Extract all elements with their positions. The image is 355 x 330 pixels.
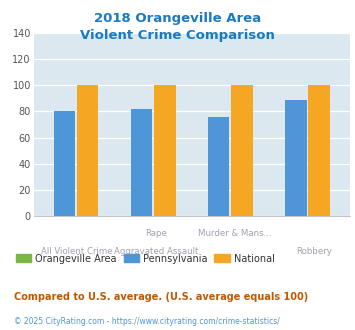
Bar <box>77 85 98 216</box>
Bar <box>208 117 229 216</box>
Text: 2018 Orangeville Area
Violent Crime Comparison: 2018 Orangeville Area Violent Crime Comp… <box>80 12 275 42</box>
Bar <box>285 100 306 216</box>
Text: Compared to U.S. average. (U.S. average equals 100): Compared to U.S. average. (U.S. average … <box>14 292 308 302</box>
Text: © 2025 CityRating.com - https://www.cityrating.com/crime-statistics/: © 2025 CityRating.com - https://www.city… <box>14 317 280 326</box>
Legend: Orangeville Area, Pennsylvania, National: Orangeville Area, Pennsylvania, National <box>12 249 279 267</box>
Bar <box>231 85 252 216</box>
Text: Rape: Rape <box>145 229 167 238</box>
Bar <box>54 112 75 216</box>
Bar <box>131 109 152 216</box>
Text: Aggravated Assault: Aggravated Assault <box>114 248 198 256</box>
Text: All Violent Crime: All Violent Crime <box>41 248 113 256</box>
Bar <box>308 85 330 216</box>
Text: Robbery: Robbery <box>296 248 332 256</box>
Text: Murder & Mans...: Murder & Mans... <box>198 229 272 238</box>
Bar <box>154 85 175 216</box>
